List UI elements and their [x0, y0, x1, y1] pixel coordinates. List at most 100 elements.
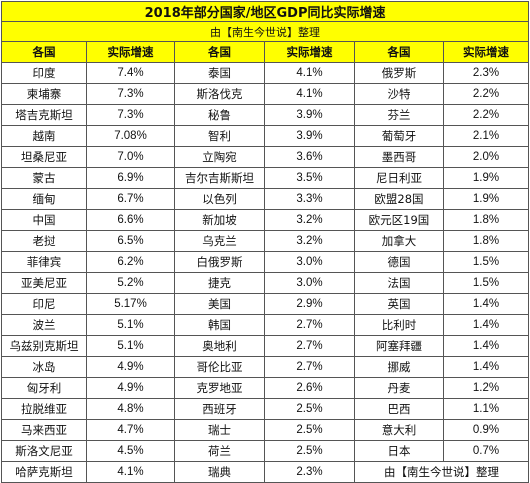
country-cell: 菲律宾 — [1, 251, 87, 273]
column-header-rate-2: 实际增速 — [264, 41, 355, 63]
growth-rate-cell: 5.17% — [86, 293, 175, 315]
country-cell: 泰国 — [174, 62, 265, 84]
country-cell: 英国 — [354, 293, 444, 315]
country-cell: 乌兹别克斯坦 — [1, 335, 87, 357]
growth-rate-cell: 2.1% — [442, 125, 530, 147]
growth-rate-cell: 2.5% — [264, 440, 355, 462]
growth-rate-cell: 4.9% — [86, 356, 175, 378]
growth-rate-cell: 0.9% — [442, 419, 530, 441]
growth-rate-cell: 2.3% — [442, 62, 530, 84]
country-cell: 捷克 — [174, 272, 265, 294]
growth-rate-cell: 2.0% — [442, 146, 530, 168]
table-row: 中国 6.6% 新加坡 3.2% 欧元区19国 1.8% — [1, 209, 530, 231]
country-cell: 中国 — [1, 209, 87, 231]
country-cell: 柬埔寨 — [1, 83, 87, 105]
growth-rate-cell: 1.8% — [442, 230, 530, 252]
table-row: 斯洛文尼亚 4.5% 荷兰 2.5% 日本 0.7% — [1, 440, 530, 462]
country-cell: 蒙古 — [1, 167, 87, 189]
growth-rate-cell: 3.2% — [264, 209, 355, 231]
growth-rate-cell: 4.1% — [264, 62, 355, 84]
growth-rate-cell: 5.1% — [86, 314, 175, 336]
growth-rate-cell: 1.9% — [442, 188, 530, 210]
country-cell: 坦桑尼亚 — [1, 146, 87, 168]
country-cell: 芬兰 — [354, 104, 444, 126]
country-cell: 克罗地亚 — [174, 377, 265, 399]
country-cell: 阿塞拜疆 — [354, 335, 444, 357]
growth-rate-cell: 2.5% — [264, 419, 355, 441]
growth-rate-cell: 6.2% — [86, 251, 175, 273]
country-cell: 欧元区19国 — [354, 209, 444, 231]
growth-rate-cell: 3.3% — [264, 188, 355, 210]
title-row: 2018年部分国家/地区GDP同比实际增速 — [0, 1, 530, 22]
column-header-country-1: 各国 — [1, 41, 87, 63]
country-cell: 冰岛 — [1, 356, 87, 378]
table-row: 蒙古 6.9% 吉尔吉斯斯坦 3.5% 尼日利亚 1.9% — [1, 167, 530, 189]
country-cell: 越南 — [1, 125, 87, 147]
country-cell: 俄罗斯 — [354, 62, 444, 84]
table-title: 2018年部分国家/地区GDP同比实际增速 — [0, 1, 530, 22]
growth-rate-cell: 7.3% — [86, 83, 175, 105]
header-row: 各国 实际增速 各国 实际增速 各国 实际增速 — [1, 41, 530, 63]
country-cell: 美国 — [174, 293, 265, 315]
country-cell: 荷兰 — [174, 440, 265, 462]
growth-rate-cell: 2.2% — [442, 104, 530, 126]
growth-rate-cell: 1.5% — [442, 272, 530, 294]
growth-rate-cell: 3.0% — [264, 272, 355, 294]
growth-rate-cell: 1.4% — [442, 356, 530, 378]
table-subtitle: 由【南生今世说】整理 — [0, 21, 530, 42]
table-row: 冰岛 4.9% 哥伦比亚 2.7% 挪威 1.4% — [1, 356, 530, 378]
country-cell: 老挝 — [1, 230, 87, 252]
country-cell: 秘鲁 — [174, 104, 265, 126]
country-cell: 欧盟28国 — [354, 188, 444, 210]
country-cell: 塔吉克斯坦 — [1, 104, 87, 126]
country-cell: 加拿大 — [354, 230, 444, 252]
growth-rate-cell: 2.3% — [264, 461, 355, 483]
table-row: 波兰 5.1% 韩国 2.7% 比利时 1.4% — [1, 314, 530, 336]
growth-rate-cell: 1.4% — [442, 293, 530, 315]
growth-rate-cell: 5.2% — [86, 272, 175, 294]
country-cell: 亚美尼亚 — [1, 272, 87, 294]
growth-rate-cell: 0.7% — [442, 440, 530, 462]
growth-rate-cell: 2.9% — [264, 293, 355, 315]
table-row: 塔吉克斯坦 7.3% 秘鲁 3.9% 芬兰 2.2% — [1, 104, 530, 126]
growth-rate-cell: 1.1% — [442, 398, 530, 420]
country-cell: 缅甸 — [1, 188, 87, 210]
growth-rate-cell: 4.1% — [86, 461, 175, 483]
country-cell: 德国 — [354, 251, 444, 273]
country-cell: 葡萄牙 — [354, 125, 444, 147]
growth-rate-cell: 4.1% — [264, 83, 355, 105]
column-header-rate-3: 实际增速 — [442, 41, 530, 63]
country-cell: 法国 — [354, 272, 444, 294]
growth-rate-cell: 3.0% — [264, 251, 355, 273]
table-row: 柬埔寨 7.3% 斯洛伐克 4.1% 沙特 2.2% — [1, 83, 530, 105]
country-cell: 沙特 — [354, 83, 444, 105]
column-header-country-2: 各国 — [174, 41, 265, 63]
country-cell: 日本 — [354, 440, 444, 462]
table-row: 老挝 6.5% 乌克兰 3.2% 加拿大 1.8% — [1, 230, 530, 252]
country-cell: 哥伦比亚 — [174, 356, 265, 378]
country-cell: 瑞典 — [174, 461, 265, 483]
table-row: 印度 7.4% 泰国 4.1% 俄罗斯 2.3% — [1, 62, 530, 84]
growth-rate-cell: 5.1% — [86, 335, 175, 357]
country-cell: 白俄罗斯 — [174, 251, 265, 273]
country-cell: 瑞士 — [174, 419, 265, 441]
growth-rate-cell: 1.2% — [442, 377, 530, 399]
subtitle-row: 由【南生今世说】整理 — [0, 21, 530, 42]
table-row: 印尼 5.17% 美国 2.9% 英国 1.4% — [1, 293, 530, 315]
growth-rate-cell: 2.6% — [264, 377, 355, 399]
growth-rate-cell: 4.7% — [86, 419, 175, 441]
growth-rate-cell: 6.9% — [86, 167, 175, 189]
growth-rate-cell: 4.5% — [86, 440, 175, 462]
country-cell: 印度 — [1, 62, 87, 84]
growth-rate-cell: 7.08% — [86, 125, 175, 147]
country-cell: 挪威 — [354, 356, 444, 378]
table-row: 越南 7.08% 智利 3.9% 葡萄牙 2.1% — [1, 125, 530, 147]
table-row: 马来西亚 4.7% 瑞士 2.5% 意大利 0.9% — [1, 419, 530, 441]
country-cell: 奥地利 — [174, 335, 265, 357]
country-cell: 墨西哥 — [354, 146, 444, 168]
growth-rate-cell: 6.5% — [86, 230, 175, 252]
growth-rate-cell: 1.9% — [442, 167, 530, 189]
growth-rate-cell: 1.4% — [442, 335, 530, 357]
